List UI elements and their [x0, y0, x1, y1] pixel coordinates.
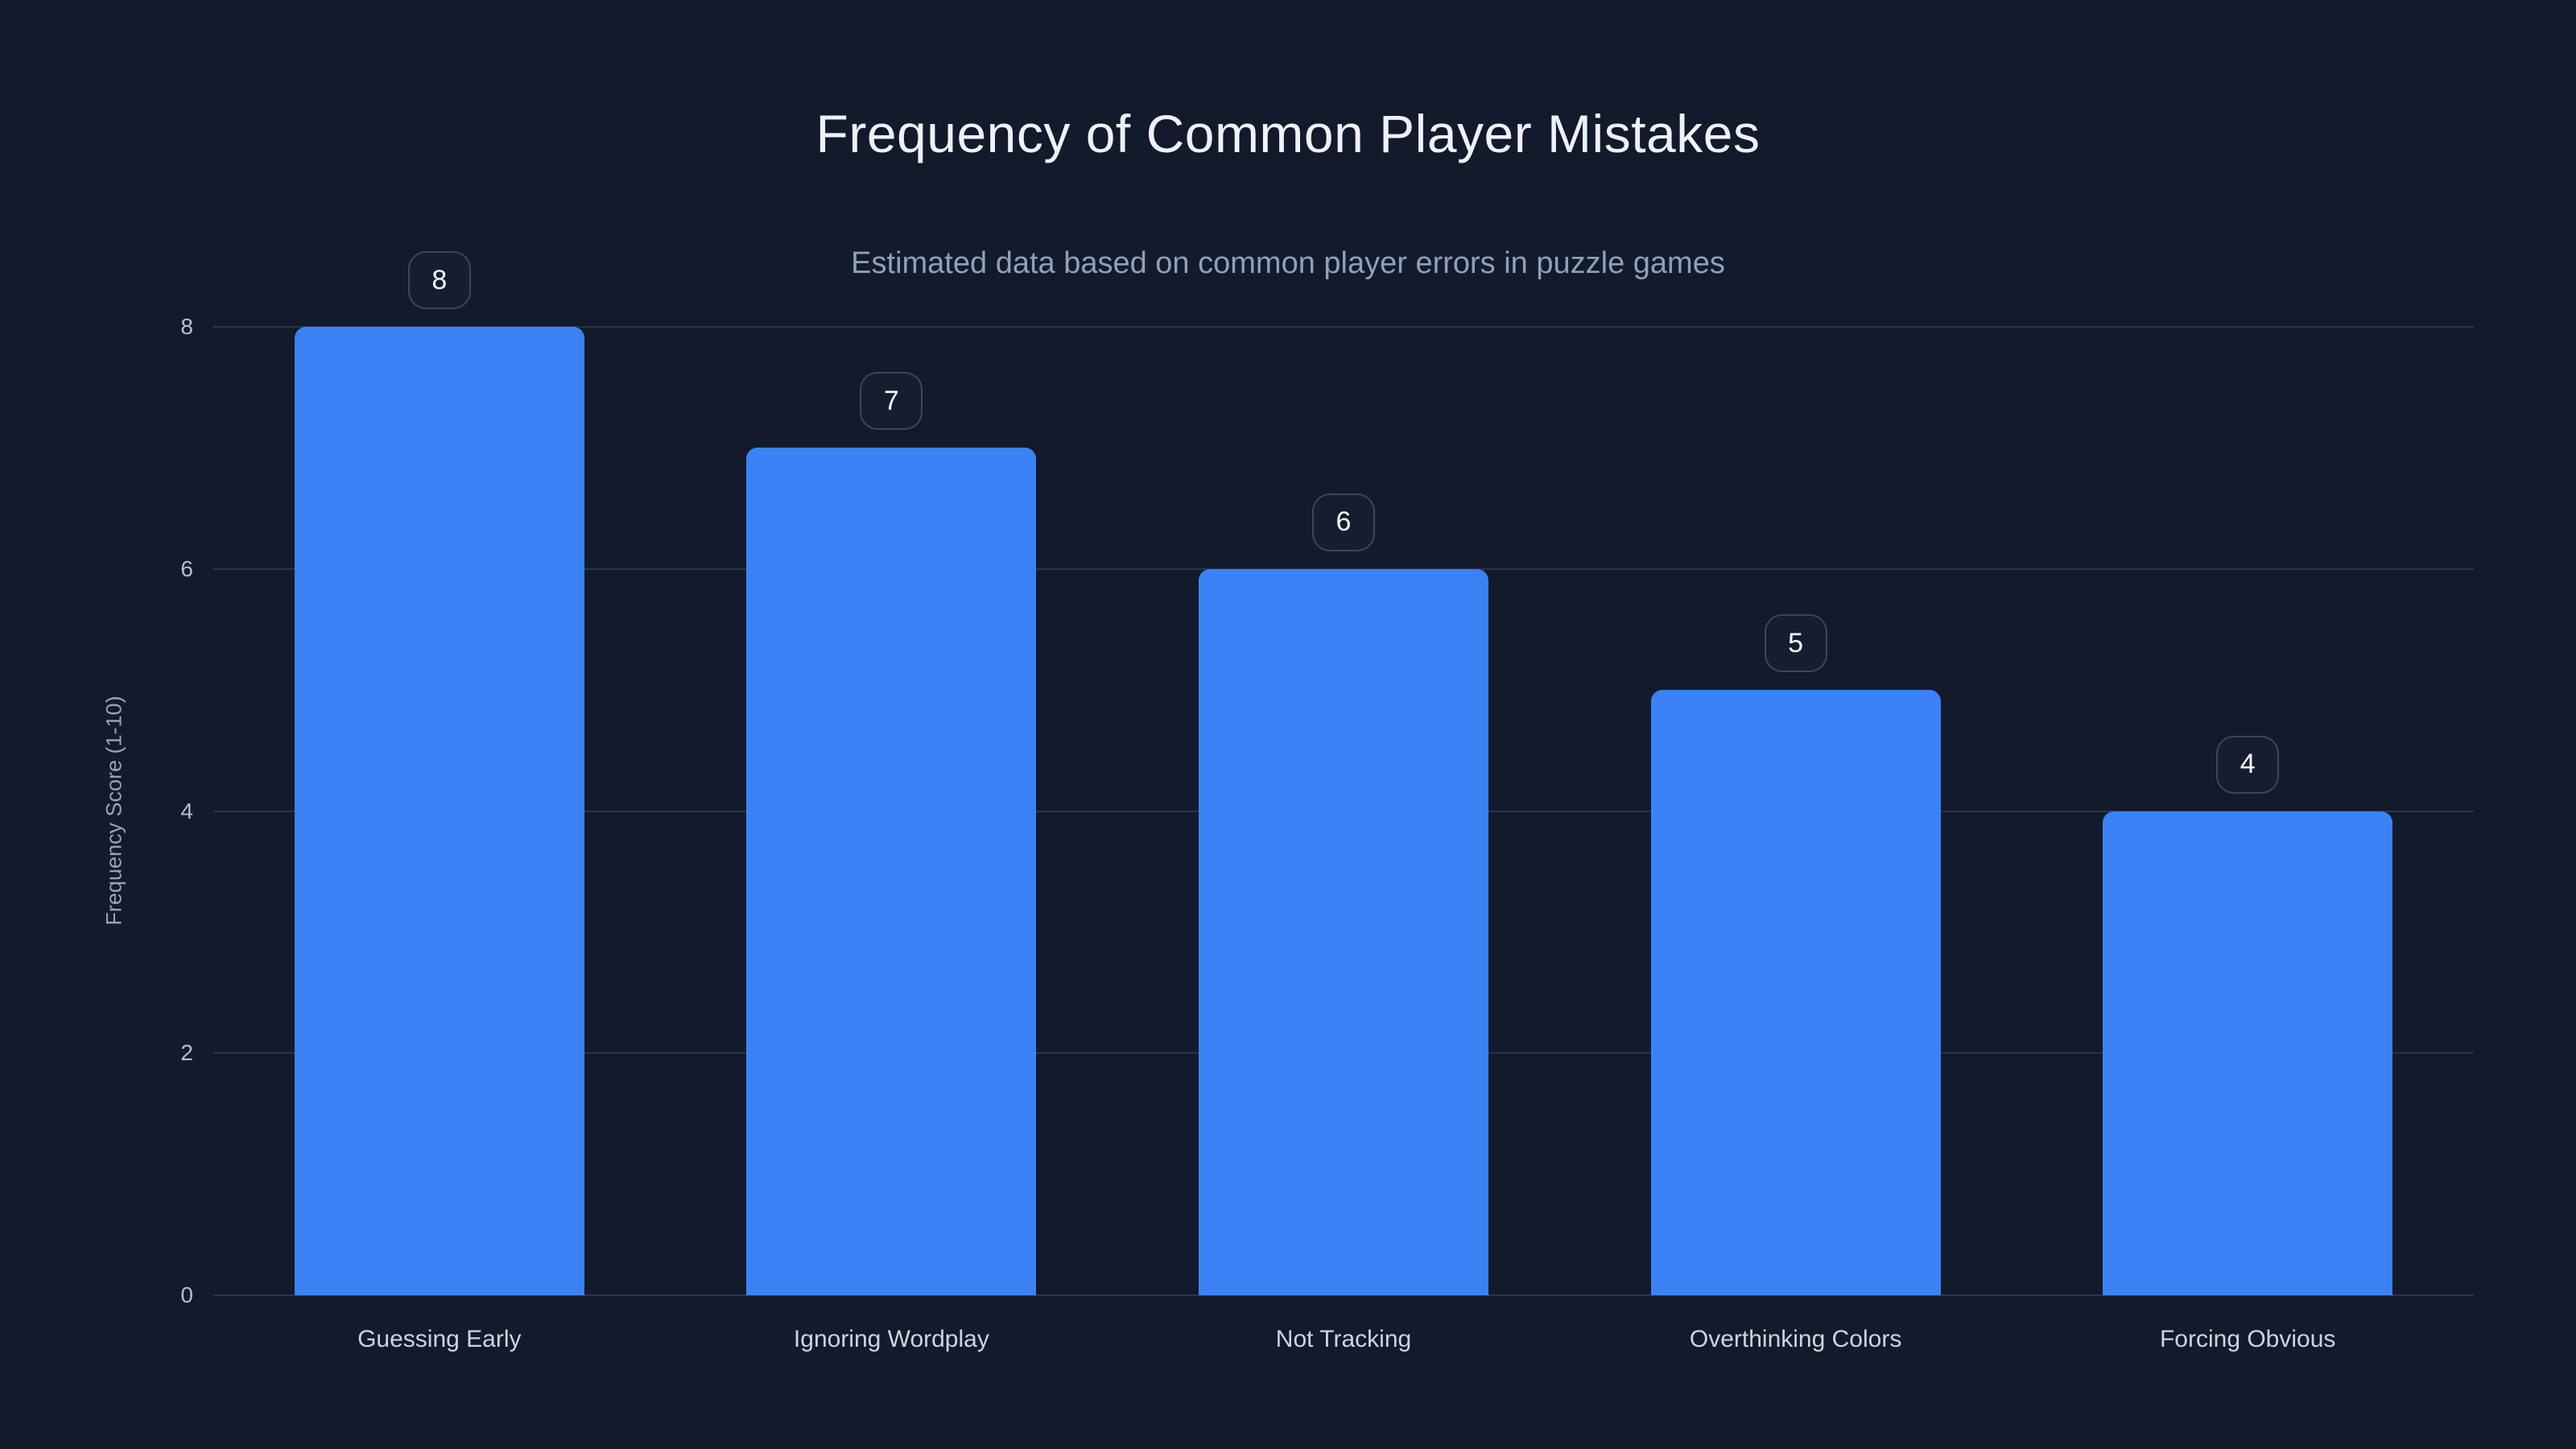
value-badge-forcing-obvious: 4: [2216, 735, 2280, 794]
y-tick-label-6: 6: [180, 555, 193, 581]
bar-ignoring-wordplay: [746, 448, 1037, 1295]
value-badge-ignoring-wordplay: 7: [860, 372, 923, 431]
bar-guessing-early: [294, 327, 584, 1295]
value-badge-not-tracking: 6: [1312, 493, 1375, 551]
gridline-y-8: [213, 326, 2474, 328]
chart-subtitle: Estimated data based on common player er…: [851, 246, 1725, 280]
bar-overthinking-colors: [1650, 690, 1941, 1295]
x-category-label-forcing-obvious: Forcing Obvious: [2159, 1326, 2336, 1352]
bar-not-tracking: [1199, 568, 1488, 1295]
y-tick-label-4: 4: [180, 798, 193, 824]
y-tick-label-2: 2: [180, 1040, 193, 1066]
y-tick-label-8: 8: [180, 314, 193, 339]
value-badge-guessing-early: 8: [407, 251, 471, 309]
value-badge-overthinking-colors: 5: [1764, 614, 1827, 673]
bar-forcing-obvious: [2103, 811, 2393, 1295]
x-category-label-ignoring-wordplay: Ignoring Wordplay: [793, 1326, 989, 1352]
gridline-y-0: [213, 1294, 2474, 1296]
y-tick-label-0: 0: [180, 1282, 193, 1307]
x-category-label-overthinking-colors: Overthinking Colors: [1689, 1326, 1902, 1352]
x-category-label-guessing-early: Guessing Early: [357, 1326, 522, 1352]
x-category-label-not-tracking: Not Tracking: [1275, 1326, 1412, 1352]
chart-title: Frequency of Common Player Mistakes: [815, 104, 1761, 163]
